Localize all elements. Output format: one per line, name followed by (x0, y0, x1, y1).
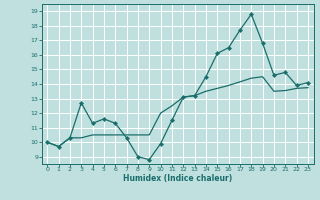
X-axis label: Humidex (Indice chaleur): Humidex (Indice chaleur) (123, 174, 232, 183)
